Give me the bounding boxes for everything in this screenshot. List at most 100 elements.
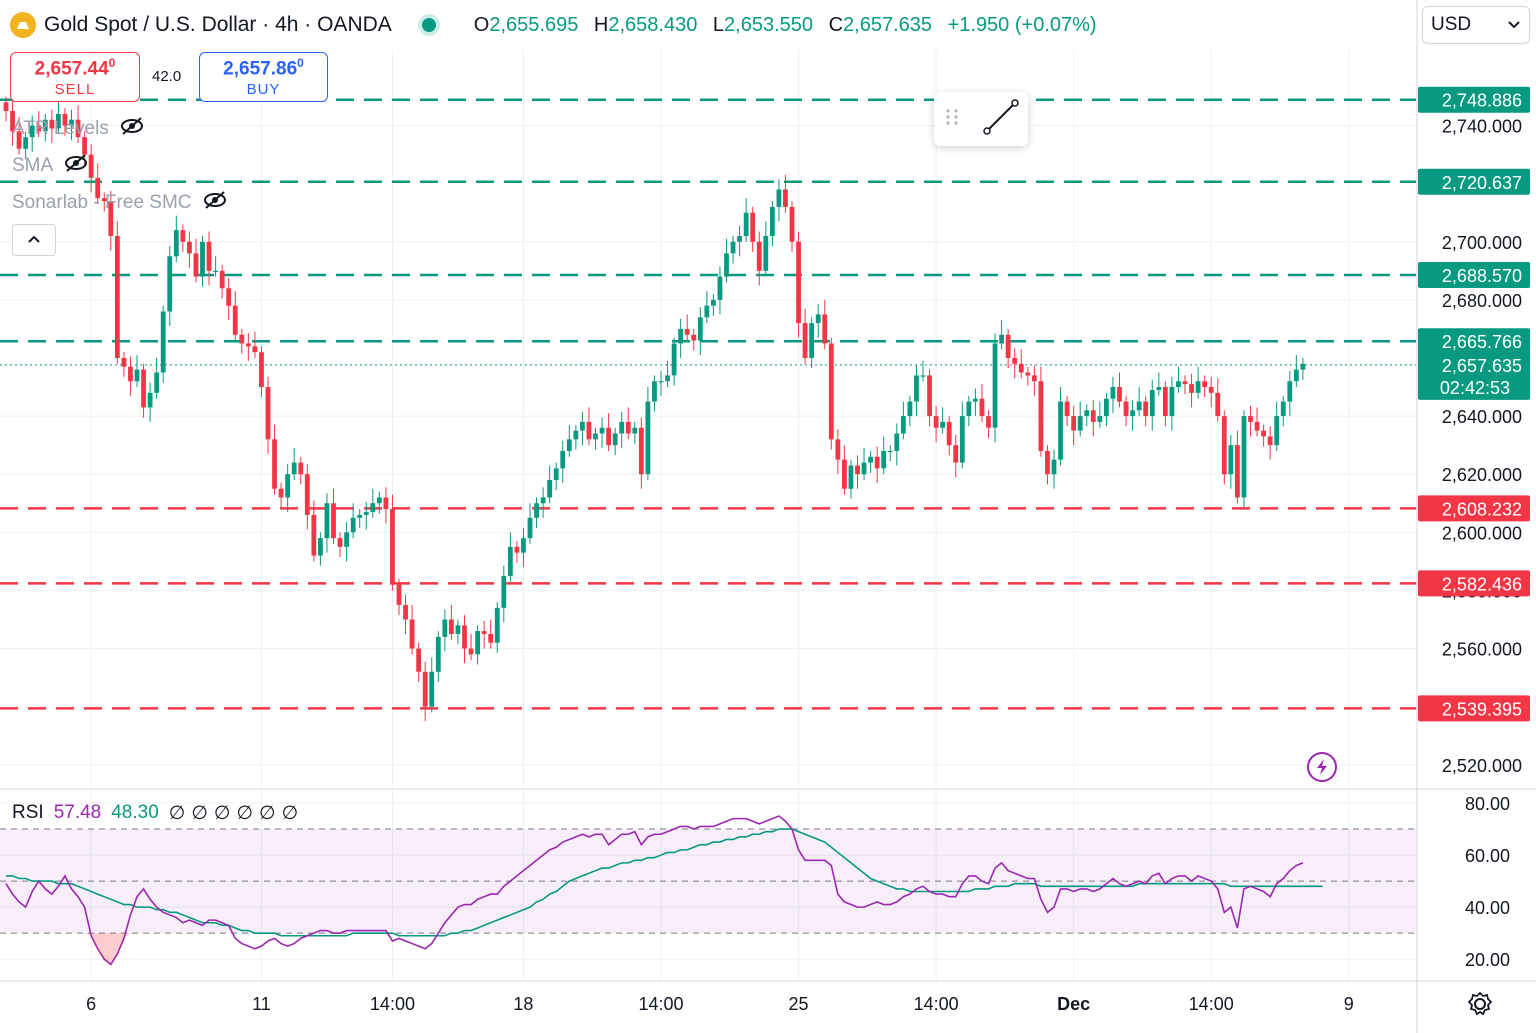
candle-body — [488, 634, 494, 643]
candle-body — [527, 517, 533, 539]
candle-body — [855, 465, 860, 475]
candle-body — [514, 546, 520, 553]
candle-body — [1117, 387, 1122, 402]
candle-body — [88, 154, 94, 178]
candle-body — [108, 201, 114, 236]
time-axis-tick: 14:00 — [370, 994, 415, 1014]
candle-body — [1215, 392, 1221, 417]
candle-body — [724, 253, 729, 277]
candle-body — [383, 497, 389, 510]
chevron-up-icon — [27, 231, 41, 249]
candle-body — [160, 311, 166, 373]
open-label: O — [473, 13, 490, 36]
candle-body — [1241, 416, 1247, 498]
indicator-sonarlab[interactable]: Sonarlab - Free SMC — [12, 190, 228, 216]
rsi-line — [5, 815, 1304, 966]
rsi-axis-tick: 40.00 — [1465, 898, 1510, 918]
candle-body — [187, 241, 192, 254]
level-price-label: 2,582.436 — [1442, 574, 1522, 594]
candle-body — [213, 270, 218, 273]
currency-select[interactable]: USD — [1422, 6, 1530, 44]
candle-body — [1123, 401, 1129, 417]
candle-body — [1097, 416, 1103, 422]
candle-body — [894, 433, 900, 451]
candle-body — [278, 488, 284, 498]
candle-body — [141, 369, 146, 408]
drag-handle-icon[interactable] — [944, 106, 960, 133]
candle-body — [1012, 357, 1018, 364]
candle-body — [232, 305, 238, 335]
price-axis-tick: 2,520.000 — [1442, 756, 1522, 776]
collapse-legend-button[interactable] — [12, 224, 56, 256]
candle-body — [318, 538, 323, 556]
candle-body — [1071, 416, 1077, 431]
candle-body — [933, 416, 939, 428]
candle-body — [769, 206, 775, 236]
candle-body — [822, 314, 828, 344]
candle-body — [344, 532, 349, 547]
candle-body — [1235, 445, 1240, 498]
candle-body — [828, 343, 834, 440]
candle-body — [481, 631, 487, 635]
lightning-icon[interactable] — [1307, 752, 1337, 782]
rsi-axis-tick: 60.00 — [1465, 846, 1510, 866]
time-axis-tick: 25 — [789, 994, 809, 1014]
rsi-axis-tick: 80.00 — [1465, 794, 1510, 814]
candle-body — [226, 288, 232, 306]
candle-body — [363, 511, 369, 515]
candle-body — [49, 119, 55, 129]
candle-body — [848, 465, 854, 489]
candle-body — [173, 230, 179, 257]
candle-body — [1254, 421, 1260, 431]
bar-countdown-label: 02:42:53 — [1440, 378, 1510, 398]
candle-body — [638, 427, 644, 475]
close-label: C — [828, 13, 844, 36]
candle-body — [914, 375, 919, 402]
candle-body — [927, 375, 932, 417]
buy-button[interactable]: 2,657.860 BUY — [199, 52, 328, 102]
candle-body — [586, 421, 592, 440]
gold-coin-icon — [10, 12, 36, 38]
indicator-sma[interactable]: SMA — [12, 153, 89, 179]
candle-body — [979, 398, 985, 417]
rsi-title[interactable]: RSI — [12, 802, 44, 823]
candle-body — [114, 235, 120, 358]
candle-body — [809, 323, 815, 358]
eye-off-icon[interactable] — [202, 190, 228, 216]
trendline-icon[interactable] — [982, 98, 1020, 141]
candle-body — [671, 343, 677, 376]
candle-body — [1156, 387, 1162, 390]
candle-body — [1169, 387, 1175, 417]
symbol-title[interactable]: Gold Spot / U.S. Dollar · 4h · OANDA — [44, 13, 392, 36]
candle-body — [1248, 416, 1253, 422]
gear-icon[interactable] — [1466, 990, 1494, 1018]
candle-body — [750, 212, 756, 242]
candle-body — [1202, 381, 1208, 388]
candle-body — [1208, 387, 1214, 393]
level-price-label: 2,539.395 — [1442, 699, 1522, 719]
candle-body — [566, 439, 572, 451]
candle-body — [743, 212, 749, 236]
eye-off-icon[interactable] — [63, 153, 89, 179]
level-price-tag — [1418, 695, 1530, 722]
candle-body — [1261, 430, 1266, 437]
candle-body — [501, 575, 507, 608]
candle-body — [134, 369, 140, 382]
sell-button[interactable]: 2,657.440 SELL — [10, 52, 140, 102]
candle-body — [1287, 381, 1293, 402]
buy-label: BUY — [246, 80, 281, 98]
candle-body — [331, 503, 336, 539]
candle-body — [900, 416, 906, 434]
candle-body — [1136, 401, 1142, 411]
eye-off-icon[interactable] — [119, 116, 145, 142]
chart-header: Gold Spot / U.S. Dollar · 4h · OANDA O2,… — [0, 0, 1097, 50]
candle-body — [396, 584, 402, 605]
indicator-atr-levels[interactable]: ATR Levels — [12, 116, 145, 142]
level-price-tag — [1418, 261, 1530, 288]
candle-body — [691, 334, 697, 341]
candle-body — [1084, 410, 1090, 417]
open-value: 2,655.695 — [489, 13, 579, 36]
candle-body — [1045, 450, 1050, 475]
